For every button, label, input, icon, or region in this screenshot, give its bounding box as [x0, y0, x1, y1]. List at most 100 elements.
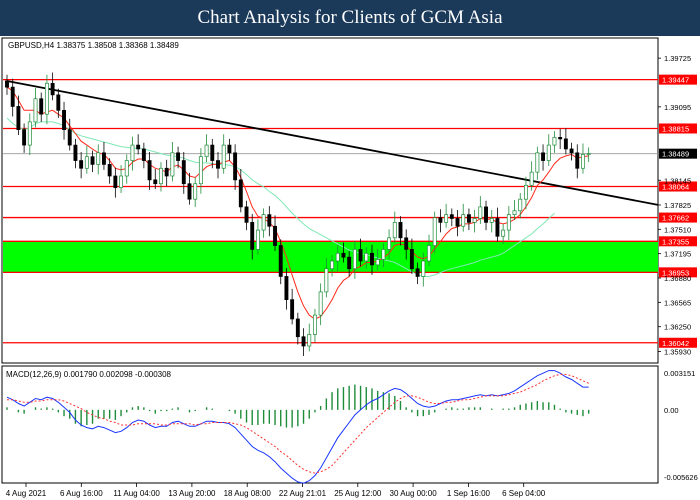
- candle-body: [273, 225, 277, 246]
- candle-body: [484, 206, 488, 223]
- price-level-label: 1.38064: [662, 183, 689, 192]
- candle-body: [432, 217, 437, 246]
- x-tick-label: 6 Sep 04:00: [502, 489, 546, 498]
- candle-body: [529, 171, 534, 186]
- candle-body: [56, 94, 61, 111]
- macd-info: MACD(12,26,9) 0.001790 0.002098 -0.00030…: [6, 370, 172, 379]
- candle-body: [318, 291, 323, 316]
- candle-body: [39, 98, 44, 115]
- y-tick-label: 1.36880: [664, 274, 691, 283]
- candle-body: [50, 82, 55, 96]
- candle-body: [512, 210, 517, 215]
- price-level-label: 1.37355: [662, 237, 689, 246]
- candle-body: [404, 237, 409, 250]
- candle-body: [284, 276, 289, 300]
- y-tick-label: 1.37195: [664, 250, 691, 259]
- price-level-label: 1.39447: [662, 76, 689, 85]
- candle-body: [415, 268, 420, 277]
- price-level-label: 1.37662: [662, 214, 689, 223]
- candle-body: [96, 152, 101, 165]
- candle-body: [79, 160, 84, 169]
- candle-body: [444, 214, 449, 223]
- candle-body: [204, 144, 209, 158]
- candle-body: [67, 129, 72, 146]
- candle-body: [341, 252, 346, 258]
- candle-body: [392, 222, 397, 239]
- price-level-badge: [659, 74, 697, 85]
- candle-body: [501, 229, 506, 237]
- macd: 0.003151 0.00 -0.005626: [6, 369, 698, 484]
- y-tick-label: 1.38145: [664, 176, 691, 185]
- candle-body: [506, 214, 511, 231]
- y-tick-label: 1.37510: [664, 225, 691, 234]
- candle-body: [575, 152, 580, 169]
- candle-body: [119, 175, 124, 188]
- candle-body: [216, 160, 220, 169]
- candle-body: [489, 218, 494, 223]
- macd-y-tick-label: -0.005626: [664, 473, 698, 482]
- candle-body: [335, 252, 340, 262]
- candle-body: [10, 86, 15, 107]
- y-tick-label: 1.39095: [664, 103, 691, 112]
- candle-body: [27, 121, 32, 146]
- candle-body: [187, 183, 192, 200]
- candle-body: [90, 156, 95, 165]
- candle-body: [466, 214, 471, 223]
- candle-body: [107, 164, 112, 177]
- candle-body: [455, 218, 460, 227]
- candle-body: [563, 138, 568, 150]
- candle-body: [136, 144, 141, 150]
- candle-body: [541, 152, 546, 161]
- x-tick-label: 30 Aug 00:00: [390, 489, 438, 498]
- candle-body: [347, 256, 352, 270]
- candle-body: [569, 148, 574, 154]
- candle-body: [387, 237, 392, 250]
- candle-body: [364, 252, 369, 262]
- price-panel: [1, 37, 659, 364]
- candle-body: [472, 218, 477, 223]
- candle-body: [523, 184, 528, 200]
- current-price-label: 1.38489: [662, 150, 689, 159]
- candle-body: [159, 167, 163, 185]
- candle-body: [164, 167, 169, 177]
- candle-body: [535, 152, 540, 173]
- candle-body: [552, 137, 557, 146]
- candle-body: [33, 98, 38, 123]
- candle-body: [546, 144, 551, 161]
- trendline-line: [6, 80, 659, 206]
- candle-body: [62, 109, 66, 130]
- macd-y-tick-label: 0.003151: [664, 369, 695, 378]
- candle-body: [330, 260, 335, 270]
- y-tick-label: 1.36565: [664, 298, 691, 307]
- signal-line: [7, 373, 589, 474]
- candle-body: [312, 314, 317, 335]
- y-tick-label: 1.36250: [664, 323, 691, 332]
- x-tick-label: 4 Aug 2021: [6, 489, 47, 498]
- price-level-badge: [659, 236, 697, 247]
- candle-body: [227, 144, 232, 154]
- price-level-badge: [659, 123, 697, 134]
- axes: 1.39725 1.39095 1.38145 1.37825 1.37510 1.371…: [6, 54, 691, 498]
- candle-body: [558, 137, 563, 140]
- candle-body: [370, 252, 374, 266]
- y-tick-label: 1.35930: [664, 347, 691, 356]
- candle-body: [141, 148, 146, 161]
- candle-body: [409, 249, 414, 270]
- candle-body: [307, 334, 312, 347]
- x-tick-label: 6 Aug 16:00: [60, 489, 103, 498]
- candle-body: [449, 214, 454, 219]
- x-tick-label: 11 Aug 04:00: [113, 489, 160, 498]
- trendline: [6, 80, 659, 206]
- candle-body: [495, 218, 500, 237]
- x-tick-label: 1 Sep 16:00: [447, 489, 491, 498]
- candle-body: [22, 129, 27, 146]
- price-level-label: 1.36042: [662, 339, 689, 348]
- x-tick-label: 13 Aug 20:00: [168, 489, 216, 498]
- candle-body: [261, 214, 266, 231]
- candle-body: [193, 183, 198, 200]
- candle-body: [238, 179, 243, 208]
- candle-body: [375, 259, 380, 266]
- candle-body: [352, 249, 357, 270]
- candle-body: [16, 106, 21, 130]
- candle-body: [5, 80, 9, 88]
